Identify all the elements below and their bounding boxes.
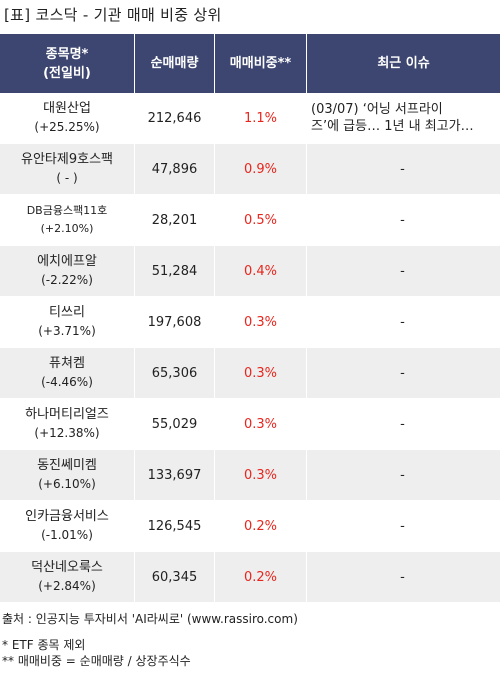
trade-ratio: 0.2% <box>215 501 307 552</box>
table-row: 동진쎄미켐 (+6.10%) 133,697 0.3% - <box>0 450 500 501</box>
table-row: 티쓰리 (+3.71%) 197,608 0.3% - <box>0 297 500 348</box>
stock-cell: 인카금융서비스 (-1.01%) <box>0 501 135 552</box>
header-name: 종목명* (전일비) <box>0 34 135 93</box>
stock-cell: DB금융스팩11호 (+2.10%) <box>0 195 135 246</box>
stock-cell: 에치에프알 (-2.22%) <box>0 246 135 297</box>
trade-ratio: 0.3% <box>215 297 307 348</box>
net-volume: 197,608 <box>135 297 215 348</box>
trade-ratio: 0.5% <box>215 195 307 246</box>
issue-line-1: (03/07) ‘어닝 서프라이 <box>311 102 443 117</box>
ratio-definition-note: ** 매매비중 = 순매매량 / 상장주식수 <box>2 654 191 668</box>
header-name-line2: (전일비) <box>43 65 91 81</box>
recent-issue: - <box>307 552 500 603</box>
net-volume: 47,896 <box>135 144 215 195</box>
header-ratio: 매매비중** <box>215 34 307 93</box>
stock-change: (+3.71%) <box>38 324 96 338</box>
institution-trading-table: 종목명* (전일비) 순매매량 매매비중** 최근 이슈 대원산업 (+25.2… <box>0 34 500 603</box>
net-volume: 60,345 <box>135 552 215 603</box>
recent-issue: - <box>307 195 500 246</box>
header-row: 종목명* (전일비) 순매매량 매매비중** 최근 이슈 <box>0 34 500 93</box>
header-issue: 최근 이슈 <box>307 34 500 93</box>
trade-ratio: 0.2% <box>215 552 307 603</box>
header-volume: 순매매량 <box>135 34 215 93</box>
table-row: 퓨쳐켐 (-4.46%) 65,306 0.3% - <box>0 348 500 399</box>
recent-issue: - <box>307 348 500 399</box>
stock-name: 유안타제9호스팩 <box>21 152 113 167</box>
table-row: 덕산네오룩스 (+2.84%) 60,345 0.2% - <box>0 552 500 603</box>
stock-change: (+6.10%) <box>38 477 96 491</box>
net-volume: 212,646 <box>135 93 215 144</box>
issue-line-2: 즈’에 급등… 1년 내 최고가… <box>311 119 474 134</box>
net-volume: 126,545 <box>135 501 215 552</box>
table-title: [표] 코스닥 - 기관 매매 비중 상위 <box>4 6 222 24</box>
stock-change: ( - ) <box>56 171 78 185</box>
stock-cell: 덕산네오룩스 (+2.84%) <box>0 552 135 603</box>
stock-name: 에치에프알 <box>37 254 97 269</box>
recent-issue: - <box>307 297 500 348</box>
net-volume: 55,029 <box>135 399 215 450</box>
recent-issue: - <box>307 450 500 501</box>
table-row: 하나머티리얼즈 (+12.38%) 55,029 0.3% - <box>0 399 500 450</box>
stock-name: 덕산네오룩스 <box>31 560 103 575</box>
stock-name: 티쓰리 <box>49 305 85 320</box>
table-row: 대원산업 (+25.25%) 212,646 1.1% (03/07) ‘어닝 … <box>0 93 500 144</box>
stock-name: 인카금융서비스 <box>25 509 109 524</box>
stock-cell: 대원산업 (+25.25%) <box>0 93 135 144</box>
stock-change: (+2.10%) <box>40 222 94 235</box>
trade-ratio: 0.3% <box>215 399 307 450</box>
recent-issue: - <box>307 399 500 450</box>
source-note: 출처 : 인공지능 투자비서 'AI라씨로' (www.rassiro.com) <box>2 612 298 626</box>
stock-cell: 유안타제9호스팩 ( - ) <box>0 144 135 195</box>
recent-issue: - <box>307 246 500 297</box>
net-volume: 28,201 <box>135 195 215 246</box>
stock-name: DB금융스팩11호 <box>26 204 108 217</box>
stock-cell: 퓨쳐켐 (-4.46%) <box>0 348 135 399</box>
stock-change: (+2.84%) <box>38 579 96 593</box>
trade-ratio: 0.4% <box>215 246 307 297</box>
etf-exclusion-note: * ETF 종목 제외 <box>2 638 86 652</box>
trade-ratio: 0.9% <box>215 144 307 195</box>
stock-cell: 티쓰리 (+3.71%) <box>0 297 135 348</box>
trade-ratio: 0.3% <box>215 348 307 399</box>
table-row: 인카금융서비스 (-1.01%) 126,545 0.2% - <box>0 501 500 552</box>
stock-change: (-4.46%) <box>41 375 93 389</box>
table-row: 에치에프알 (-2.22%) 51,284 0.4% - <box>0 246 500 297</box>
header-name-line1: 종목명* <box>45 46 89 62</box>
trade-ratio: 1.1% <box>215 93 307 144</box>
recent-issue: - <box>307 501 500 552</box>
net-volume: 133,697 <box>135 450 215 501</box>
stock-change: (+25.25%) <box>34 120 100 134</box>
stock-change: (+12.38%) <box>34 426 100 440</box>
stock-name: 대원산업 <box>43 101 91 116</box>
stock-cell: 하나머티리얼즈 (+12.38%) <box>0 399 135 450</box>
table-row: DB금융스팩11호 (+2.10%) 28,201 0.5% - <box>0 195 500 246</box>
trade-ratio: 0.3% <box>215 450 307 501</box>
stock-change: (-1.01%) <box>41 528 93 542</box>
stock-name: 하나머티리얼즈 <box>25 407 109 422</box>
recent-issue: (03/07) ‘어닝 서프라이 즈’에 급등… 1년 내 최고가… <box>307 93 500 144</box>
net-volume: 65,306 <box>135 348 215 399</box>
recent-issue: - <box>307 144 500 195</box>
stock-change: (-2.22%) <box>41 273 93 287</box>
table-row: 유안타제9호스팩 ( - ) 47,896 0.9% - <box>0 144 500 195</box>
net-volume: 51,284 <box>135 246 215 297</box>
stock-name: 퓨쳐켐 <box>49 356 85 371</box>
stock-cell: 동진쎄미켐 (+6.10%) <box>0 450 135 501</box>
stock-name: 동진쎄미켐 <box>37 458 97 473</box>
